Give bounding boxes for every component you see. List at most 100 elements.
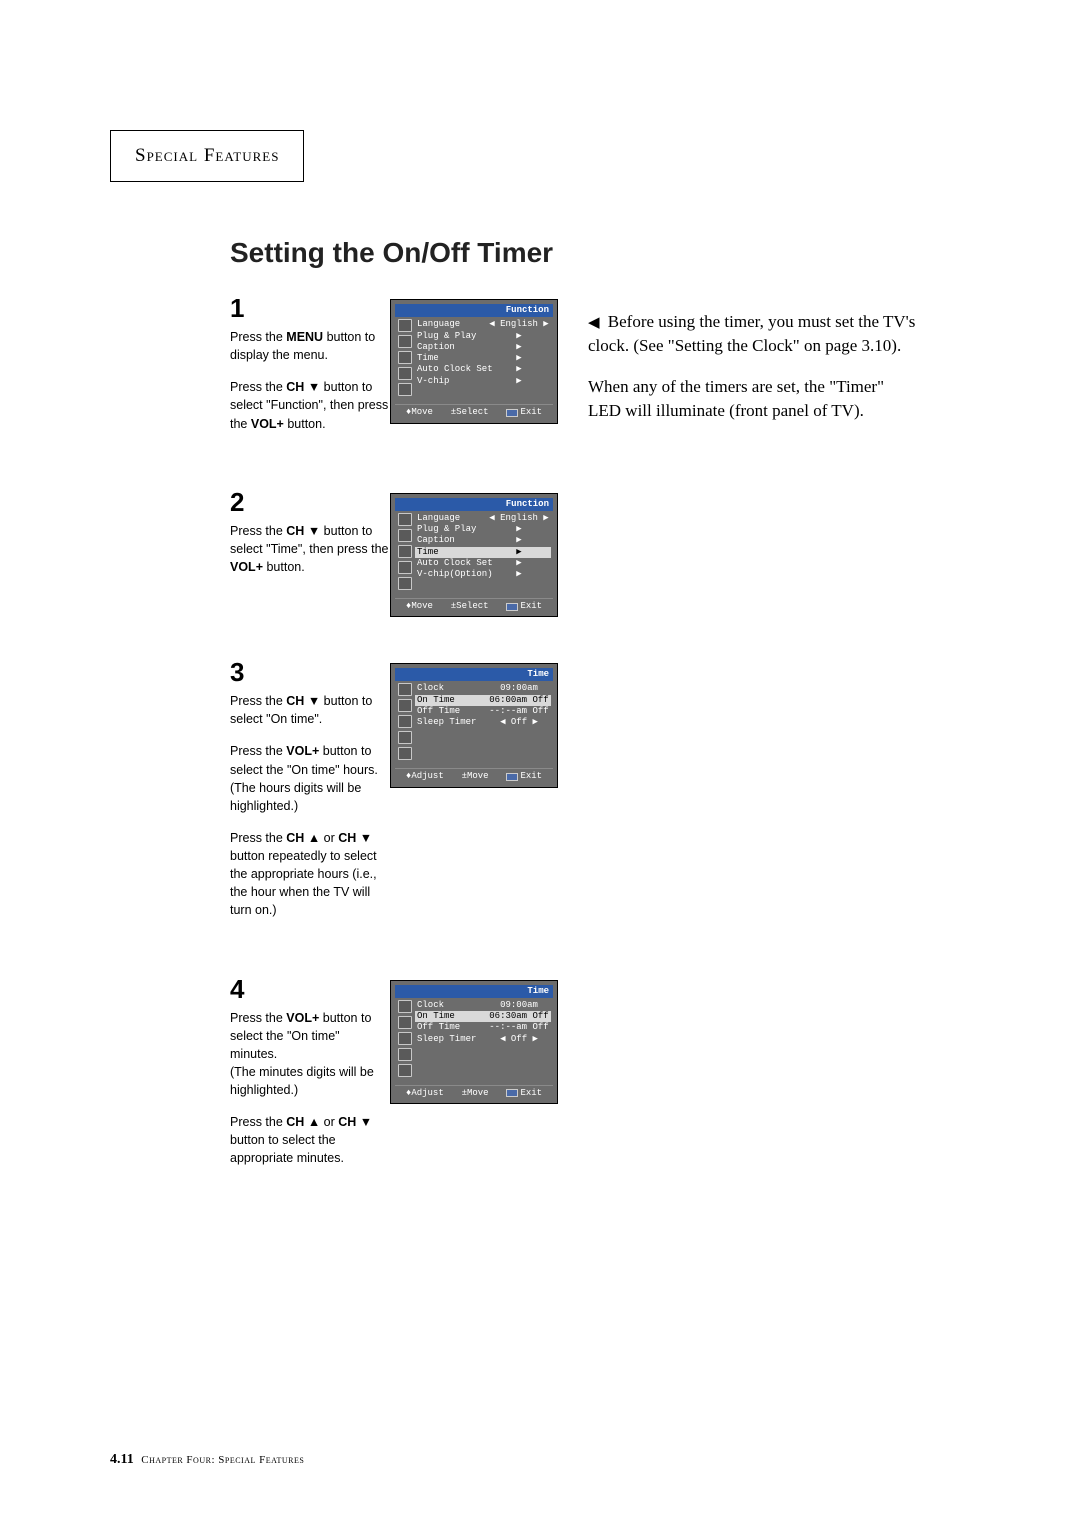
step-1-text: Press the MENU button to display the men… [230,328,390,433]
osd-row-value: ▶ [489,569,549,580]
osd-icon-column [397,513,413,590]
menu-button-icon [506,603,518,611]
osd-box: Function Language◀ English ▶Plug & Play▶C… [390,493,558,618]
manual-page: Special Features Setting the On/Off Time… [0,0,1080,1528]
osd-row-label: Off Time [417,1022,489,1033]
osd-row-value: ◀ Off ▶ [489,1034,549,1045]
osd-row-label: Auto Clock Set [417,364,489,375]
osd-row-label: Off Time [417,706,489,717]
osd-icon-column [397,1000,413,1077]
osd-row: Time▶ [415,547,551,558]
step-2-text: Press the CH ▼ button to select "Time", … [230,522,390,576]
osd-row-label: Sleep Timer [417,1034,489,1045]
osd-category-icon [398,683,412,696]
osd-row: Off Time--:--am Off [415,1022,551,1033]
osd-foot-item: Exit [506,1088,542,1099]
osd-box: Time Clock09:00amOn Time06:30am OffOff Ti… [390,980,558,1105]
osd-row: Clock09:00am [415,683,551,694]
osd-row: Plug & Play▶ [415,331,551,342]
osd-body: Language◀ English ▶Plug & Play▶Caption▶T… [395,511,553,594]
osd-icon-column [397,683,413,760]
notes-column: ◀ Before using the timer, you must set t… [588,293,918,1182]
menu-button-icon [506,1089,518,1097]
osd-category-icon [398,335,412,348]
menu-button-icon [506,409,518,417]
osd-category-icon [398,1016,412,1029]
osd-row-label: On Time [417,695,489,706]
osd-row: V-chip(Option)▶ [415,569,551,580]
osd-category-icon [398,529,412,542]
osd-foot-item: ♦Adjust [406,771,444,782]
step-2-text-col: 2 Press the CH ▼ button to select "Time"… [230,487,390,618]
osd-foot-item: ±Move [462,771,489,782]
page-footer: 4.11 Chapter Four: Special Features [110,1452,304,1468]
osd-row-label: Auto Clock Set [417,558,489,569]
osd-title: Time [395,668,553,681]
osd-category-icon [398,699,412,712]
osd-row: Auto Clock Set▶ [415,364,551,375]
osd-row: On Time06:00am Off [415,695,551,706]
osd-category-icon [398,561,412,574]
osd-row-value: ◀ English ▶ [489,319,549,330]
osd-body: Clock09:00amOn Time06:30am OffOff Time--… [395,998,553,1081]
osd-foot-item: ♦Adjust [406,1088,444,1099]
osd-row-label: Time [417,353,489,364]
osd-row-label: Caption [417,342,489,353]
osd-icon-column [397,319,413,396]
osd-row-label: Caption [417,535,489,546]
osd-row-value: ◀ English ▶ [489,513,549,524]
osd-title: Time [395,985,553,998]
step-2: 2 Press the CH ▼ button to select "Time"… [230,487,560,618]
osd-box: FunctionLanguage◀ English ▶Plug & Play▶C… [390,299,558,424]
osd-row-label: V-chip [417,376,489,387]
osd-footer: ♦Move±Select Exit [395,598,553,612]
section-header-box: Special Features [110,130,304,182]
osd-box: Time Clock09:00amOn Time06:00am OffOff Ti… [390,663,558,788]
osd-row-label: Clock [417,683,489,694]
osd-foot-item: ±Select [451,407,489,418]
osd-row: Plug & Play▶ [415,524,551,535]
osd-row-value: ▶ [489,364,549,375]
step-2-number: 2 [230,487,390,518]
osd-row: Language◀ English ▶ [415,319,551,330]
osd-foot-item: Exit [506,601,542,612]
osd-foot-item: ♦Move [406,407,433,418]
note-2: When any of the timers are set, the "Tim… [588,375,918,423]
step-4-text: Press the VOL+ button to select the "On … [230,1009,390,1168]
osd-row-label: Language [417,513,489,524]
osd-row: On Time06:30am Off [415,1011,551,1022]
osd-title: Function [395,304,553,317]
osd-row-label: Sleep Timer [417,717,489,728]
osd-row-value: 09:00am [489,1000,549,1011]
steps-column: 1 Press the MENU button to display the m… [230,293,560,1182]
osd-step-2: Function Language◀ English ▶Plug & Play▶C… [390,487,560,618]
osd-row-label: Clock [417,1000,489,1011]
osd-rows: Language◀ English ▶Plug & Play▶Caption▶T… [415,513,551,590]
osd-row-value: ▶ [489,331,549,342]
osd-category-icon [398,1064,412,1077]
osd-row: Language◀ English ▶ [415,513,551,524]
osd-row-label: Time [417,547,489,558]
osd-row-label: Plug & Play [417,331,489,342]
osd-row-label: Language [417,319,489,330]
osd-row-value: ▶ [489,547,549,558]
osd-row: Off Time--:--am Off [415,706,551,717]
osd-step-4: Time Clock09:00amOn Time06:30am OffOff Ti… [390,974,560,1182]
osd-row-value: ▶ [489,353,549,364]
osd-rows: Clock09:00amOn Time06:30am OffOff Time--… [415,1000,551,1077]
step-4-text-col: 4 Press the VOL+ button to select the "O… [230,974,390,1182]
osd-title: Function [395,498,553,511]
osd-row: V-chip▶ [415,376,551,387]
note-arrow-icon: ◀ [588,315,600,331]
osd-rows: Language◀ English ▶Plug & Play▶Caption▶T… [415,319,551,396]
osd-row-value: --:--am Off [489,1022,549,1033]
body-grid: 1 Press the MENU button to display the m… [230,293,980,1182]
osd-category-icon [398,383,412,396]
osd-category-icon [398,1048,412,1061]
osd-row-value: 06:00am Off [489,695,549,706]
osd-foot-item: ±Select [451,601,489,612]
step-3-text: Press the CH ▼ button to select "On time… [230,692,390,919]
osd-body: Language◀ English ▶Plug & Play▶Caption▶T… [395,317,553,400]
step-4-number: 4 [230,974,390,1005]
page-number: 4.11 [110,1452,134,1467]
